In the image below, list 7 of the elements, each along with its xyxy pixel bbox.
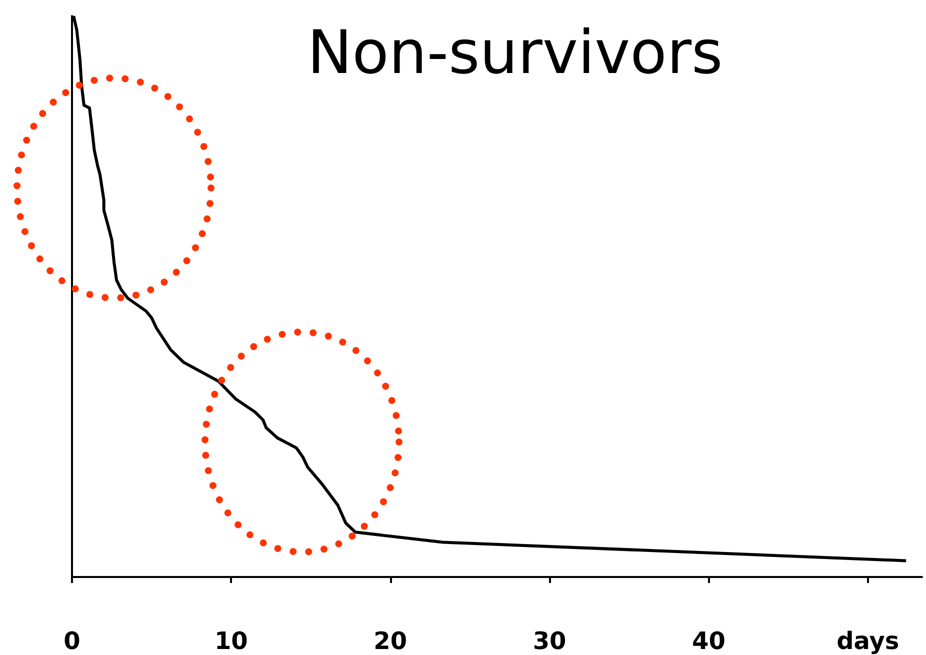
x-tick-label: 20 <box>374 627 408 655</box>
x-tick-label: 0 <box>64 627 80 655</box>
x-tick-label: 30 <box>532 627 566 655</box>
x-tick-label: 40 <box>692 627 726 655</box>
chart-title: Non-survivors <box>307 18 723 88</box>
x-tick-label: days <box>836 627 900 655</box>
x-tick-label: 10 <box>214 627 248 655</box>
